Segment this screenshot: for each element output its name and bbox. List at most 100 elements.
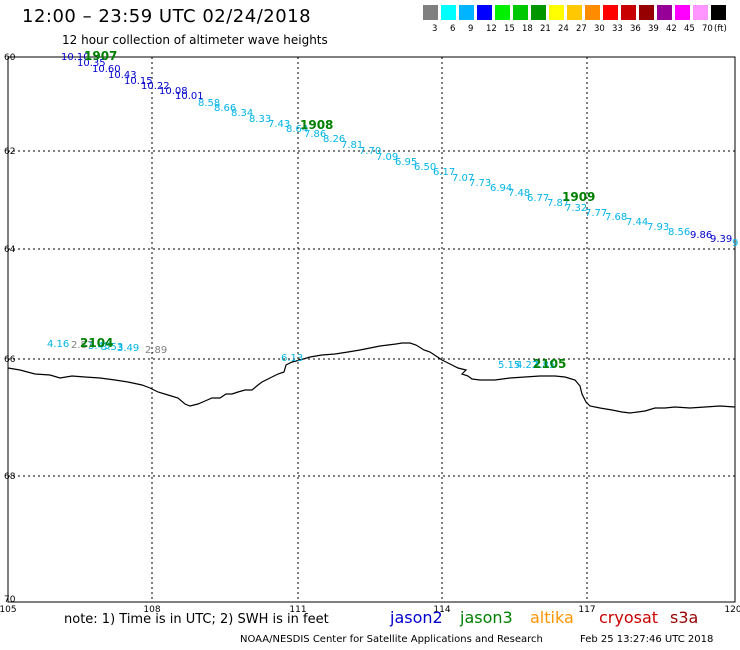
- legend-swatch: [530, 5, 546, 20]
- y-tick-label: 70: [4, 595, 16, 605]
- legend-swatch: [638, 5, 654, 20]
- legend-swatch: [602, 5, 618, 20]
- swh-value: 7.09: [376, 152, 398, 163]
- legend-label: 30: [594, 24, 605, 34]
- swh-value: 7.68: [605, 212, 627, 223]
- swh-value: 6.50: [414, 162, 436, 173]
- swh-value: 7.87: [547, 198, 569, 209]
- swh-value: 7.43: [268, 119, 290, 130]
- legend-swatch: [476, 5, 492, 20]
- swh-value: 7.70: [359, 146, 381, 157]
- legend-swatch: [656, 5, 672, 20]
- pass-labels: 1907 1908 1909 2104 2105: [80, 49, 595, 371]
- x-tick-label: 114: [433, 605, 450, 615]
- sat-cryosat: cryosat: [599, 608, 659, 627]
- pass-id-label: 1909: [562, 190, 595, 204]
- sat-altika: altika: [530, 608, 574, 627]
- swh-value: 10.01: [175, 91, 204, 102]
- legend-swatch: [458, 5, 474, 20]
- swh-value: 8.26: [323, 134, 345, 145]
- legend-label: 39: [648, 24, 659, 34]
- legend-swatch: [692, 5, 708, 20]
- x-tick-label: 108: [143, 605, 160, 615]
- swh-value: 10.15: [124, 76, 153, 87]
- pass-id-label: 1907: [84, 49, 117, 63]
- swh-value: 10.22: [141, 81, 170, 92]
- pass-id-label: 1908: [300, 118, 333, 132]
- sat-jason3: jason3: [460, 608, 513, 627]
- swh-value: 3.85: [533, 360, 555, 371]
- legend-label: 3: [432, 24, 438, 34]
- swh-value: 8.33: [249, 114, 271, 125]
- legend-swatch: [494, 5, 510, 20]
- swh-value: 2.87: [71, 340, 93, 351]
- y-tick-label: 64: [4, 245, 16, 255]
- map-title: 12:00 – 23:59 UTC 02/24/2018: [22, 6, 312, 27]
- swh-value: 8.66: [214, 103, 236, 114]
- legend-swatch: [584, 5, 600, 20]
- map-frame: [7, 56, 736, 603]
- footer-note: note: 1) Time is in UTC; 2) SWH is in fe…: [64, 612, 329, 627]
- sat-jason2: jason2: [390, 608, 443, 627]
- swh-value: 3.53: [101, 342, 123, 353]
- legend-label: 6: [450, 24, 456, 34]
- swh-value: 10.08: [159, 86, 188, 97]
- swh-value: 6.77: [527, 193, 549, 204]
- coastline: [7, 342, 736, 414]
- swh-value: 3.49: [117, 343, 139, 354]
- swh-value: 3.43: [88, 341, 110, 352]
- legend-label: 36: [630, 24, 641, 34]
- legend-label: (ft): [714, 24, 727, 34]
- axis-tick-labels: 105 108 111 114 117 120 60 62 64 66 68 70: [0, 53, 740, 615]
- plot-border: [7, 56, 736, 603]
- y-tick-label: 60: [4, 53, 16, 63]
- legend-label: 42: [666, 24, 677, 34]
- y-tick-label: 66: [4, 355, 16, 365]
- swh-value: 7.77: [585, 208, 607, 219]
- sat-s3a: s3a: [670, 608, 699, 627]
- track-pass-2: 4.16 2.873.433.533.49 2.89 6.13 5.154.223.85: [47, 339, 555, 371]
- swh-value: 5.15: [498, 360, 520, 371]
- pass-id-label: 2105: [533, 357, 566, 371]
- legend-label: 27: [576, 24, 587, 34]
- credit-line: NOAA/NESDIS Center for Satellite Applica…: [240, 634, 543, 645]
- swh-value: 7.73: [469, 178, 491, 189]
- legend-label: 15: [504, 24, 515, 34]
- x-tick-label: 111: [289, 605, 306, 615]
- swh-value: 10.35: [77, 58, 106, 69]
- map-subtitle: 12 hour collection of altimeter wave hei…: [62, 33, 328, 47]
- swh-value: 6.17: [433, 167, 455, 178]
- track-pass-1: 10.1010.3510.6010.4310.1510.2210.0810.01…: [61, 52, 738, 249]
- legend-label: 70: [702, 24, 713, 34]
- swh-value: 10.60: [92, 64, 121, 75]
- swh-value: 7.32: [565, 203, 587, 214]
- legend-swatch: [710, 5, 726, 20]
- y-tick-label: 62: [4, 147, 15, 157]
- pass-id-label: 2104: [80, 336, 113, 350]
- legend-swatch: [548, 5, 564, 20]
- swh-value: 6.94: [490, 183, 512, 194]
- swh-value: 4.16: [47, 339, 69, 350]
- swh-value: 10.43: [108, 70, 137, 81]
- swh-value: 6.13: [281, 353, 303, 364]
- map-gridlines: [8, 57, 735, 602]
- legend-swatch: [620, 5, 636, 20]
- legend-swatch: [566, 5, 582, 20]
- legend-label: 18: [522, 24, 533, 34]
- swh-value: 8.56: [668, 227, 690, 238]
- swh-value: 9.39: [710, 234, 732, 245]
- timestamp: Feb 25 13:27:46 UTC 2018: [580, 634, 714, 645]
- x-tick-label: 117: [578, 605, 595, 615]
- swh-value: 7.86: [304, 129, 326, 140]
- legend-label: 33: [612, 24, 623, 34]
- x-tick-label: 105: [0, 605, 17, 615]
- swh-value: 6.95: [395, 157, 417, 168]
- legend-swatch: [674, 5, 690, 20]
- swh-value: 7.93: [647, 222, 669, 233]
- swh-value: 7.81: [341, 140, 363, 151]
- legend-swatch: [512, 5, 528, 20]
- swh-value: 8.58: [198, 98, 220, 109]
- swh-value: 4.22: [516, 360, 538, 371]
- swh-value: 9.86: [690, 230, 712, 241]
- legend-label: 9: [468, 24, 474, 34]
